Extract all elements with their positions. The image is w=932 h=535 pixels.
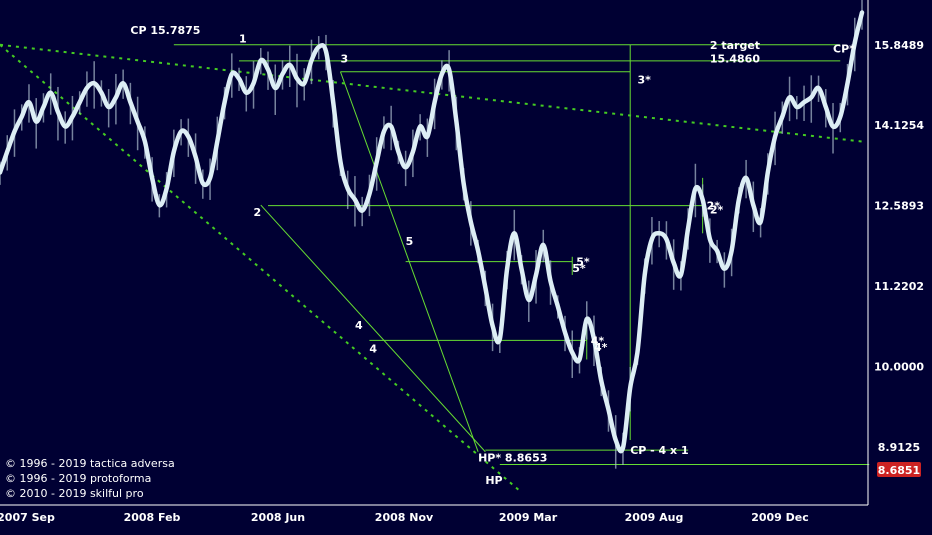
annotation-label: 4: [369, 343, 377, 356]
last-price-badge: 8.6851: [877, 462, 921, 477]
y-tick-label: 11.2202: [874, 280, 924, 293]
annotation-label: 4*: [594, 341, 608, 354]
y-tick-label: 12.5893: [874, 200, 924, 213]
annotation-label: 5*: [572, 262, 586, 275]
price-line: [0, 10, 865, 454]
x-tick-label: 2008 Jun: [251, 511, 305, 524]
x-axis-labels: 2007 Sep 2008 Feb 2008 Jun 2008 Nov 2009 Mar…: [0, 511, 809, 524]
copyright-line: © 1996 - 2019 protoforma: [5, 472, 151, 485]
annotation-label: 3: [340, 53, 348, 66]
copyright-line: © 2010 - 2019 skilful pro: [5, 487, 144, 500]
annotation-label: 2*: [710, 203, 724, 216]
level-label: 2*: [707, 200, 721, 213]
x-tick-label: 2009 Mar: [499, 511, 558, 524]
annotation-label: 4: [355, 319, 363, 332]
copyright-line: © 1996 - 2019 tactica adversa: [5, 457, 175, 470]
trend-line: [260, 204, 486, 453]
annotation-label: CP 15.7875: [130, 24, 200, 37]
price-line-group: [0, 10, 865, 454]
dotted-trend-line: [0, 44, 523, 494]
y-axis-labels: 15.8489 14.1254 12.5893 11.2202 10.0000 8.912…: [874, 39, 924, 454]
annotation-label: HP: [485, 474, 502, 487]
x-tick-label: 2008 Feb: [124, 511, 181, 524]
level-label: 4*: [591, 334, 605, 347]
annotation-label: 15.4860: [710, 53, 760, 66]
annotation-label: 5: [406, 235, 414, 248]
annotation-label: CP - 4 x 1: [630, 444, 688, 457]
level-label: 5*: [576, 256, 590, 269]
x-tick-label: 2007 Sep: [0, 511, 55, 524]
trend-lines: [0, 43, 863, 494]
level-lines: [173, 44, 870, 465]
y-tick-label: 10.0000: [874, 360, 924, 373]
copyright-block: © 1996 - 2019 tactica adversa © 1996 - 2…: [5, 457, 175, 500]
annotation-label: 2 target: [710, 39, 760, 52]
last-price-label: 8.6851: [878, 464, 920, 477]
annotation-label: HP* 8.8653: [478, 451, 547, 464]
dotted-trend-line: [0, 43, 863, 143]
y-tick-label: 14.1254: [874, 119, 924, 132]
y-tick-label: 8.9125: [878, 441, 920, 454]
annotation-label: CP*: [833, 42, 855, 55]
x-tick-label: 2008 Nov: [375, 511, 434, 524]
annotation-label: 2: [254, 206, 262, 219]
trend-line: [339, 71, 479, 452]
x-tick-label: 2009 Aug: [625, 511, 684, 524]
y-tick-label: 15.8489: [874, 39, 924, 52]
annotation-label: 3*: [637, 73, 651, 86]
annotation-label: 1: [239, 33, 247, 46]
last-price-badge-bg: [877, 462, 921, 477]
x-tick-label: 2009 Dec: [751, 511, 809, 524]
